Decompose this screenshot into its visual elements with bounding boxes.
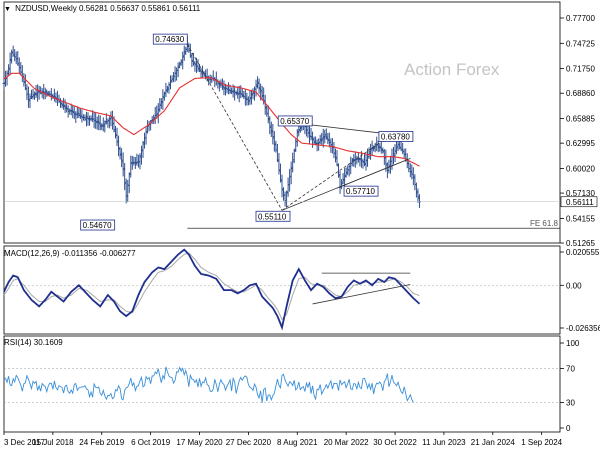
rsi-value: 30.1609	[33, 338, 63, 347]
price-annotation-label: 0.55110	[258, 212, 287, 221]
x-tick-label: 1 Sep 2024	[521, 438, 562, 447]
fib-extension-label: FE 61.8	[530, 219, 559, 228]
price-annotation-box	[152, 33, 188, 45]
price-annotation-box	[343, 185, 379, 197]
macd-signal-value: -0.006277	[99, 249, 136, 258]
macd-trendline	[312, 284, 411, 305]
last-price-box	[560, 196, 598, 208]
dashed-projection-line	[281, 136, 390, 211]
x-tick-label: 8 Aug 2021	[277, 438, 318, 447]
macd-value: -0.011356	[61, 249, 98, 258]
price-annotation-label: 0.63780	[381, 132, 410, 141]
price-ytick-label: 0.74725	[566, 39, 595, 48]
rsi-ytick-label: 0	[566, 424, 571, 433]
macd-ytick-label: 0.00	[566, 281, 582, 290]
macd-ytick-label: 0.020555	[566, 248, 600, 257]
price-annotation-label: 0.54670	[83, 221, 112, 230]
triangle-trendline	[336, 158, 411, 189]
rsi-ytick-label: 30	[566, 399, 575, 408]
price-annotation-box	[277, 115, 313, 127]
price-ytick-label: 0.77700	[566, 14, 595, 23]
ohlc-open: 0.56281	[79, 4, 108, 13]
rsi-ytick-label: 70	[566, 365, 575, 374]
price-ytick-label: 0.54155	[566, 214, 595, 223]
x-tick-label: 6 Oct 2019	[131, 438, 171, 447]
price-ytick-label: 0.65885	[566, 115, 595, 124]
ohlc-close: 0.56111	[172, 4, 201, 13]
price-panel-frame	[3, 1, 561, 244]
x-tick-label: 17 May 2020	[176, 438, 223, 447]
rsi-line	[3, 366, 414, 403]
price-annotation-label: 0.57710	[346, 187, 375, 196]
price-ytick-label: 0.71750	[566, 65, 595, 74]
watermark: Action Forex	[404, 60, 500, 79]
rsi-title: RSI(14)	[4, 338, 32, 347]
dropdown-triangle-icon: ▼	[4, 6, 11, 13]
macd-title: MACD(12,26,9)	[4, 249, 60, 258]
ohlc-low: 0.55861	[141, 4, 171, 13]
x-tick-label: 20 Mar 2022	[324, 438, 369, 447]
dashed-projection-line	[186, 43, 283, 211]
price-ytick-label: 0.68860	[566, 89, 595, 98]
rsi-ytick-label: 100	[566, 339, 580, 348]
macd-line	[3, 248, 421, 331]
price-ytick-label: 0.51265	[566, 239, 595, 248]
price-annotation-label: 0.74630	[155, 35, 184, 44]
price-annotation-box	[378, 131, 414, 142]
price-panel-header: ▼ NZDUSD,Weekly 0.56281 0.56637 0.55861 …	[4, 4, 200, 13]
price-annotation-box	[80, 219, 116, 231]
last-price-label: 0.56111	[566, 198, 594, 207]
macd-panel-frame	[3, 245, 561, 335]
x-tick-label: 3 Dec 2017	[4, 438, 45, 447]
price-ytick-label: 0.57130	[566, 189, 595, 198]
macd-signal-line	[3, 252, 420, 321]
x-tick-label: 27 Dec 2020	[226, 438, 272, 447]
price-ytick-label: 0.60020	[566, 164, 595, 173]
x-tick-label: 24 Feb 2019	[79, 438, 124, 447]
price-annotation-label: 0.65370	[280, 117, 309, 126]
price-bars-group	[2, 36, 421, 208]
price-annotation-box	[255, 210, 291, 222]
x-tick-label: 21 Jan 2024	[471, 438, 516, 447]
x-tick-label: 11 Jun 2023	[422, 438, 466, 447]
ohlc-high: 0.56637	[110, 4, 140, 13]
macd-ytick-label: -0.026356	[566, 324, 600, 333]
rsi-panel-header: RSI(14) 30.1609	[4, 338, 63, 347]
macd-panel-header: MACD(12,26,9) -0.011356 -0.006277	[4, 249, 136, 258]
price-ytick-label: 0.62995	[566, 139, 595, 148]
x-tick-label: 30 Oct 2022	[373, 438, 417, 447]
rsi-panel-frame	[3, 335, 561, 433]
symbol-label: NZDUSD,Weekly	[15, 4, 77, 13]
x-tick-label: 15 Jul 2018	[32, 438, 74, 447]
moving-average-line	[3, 72, 420, 167]
